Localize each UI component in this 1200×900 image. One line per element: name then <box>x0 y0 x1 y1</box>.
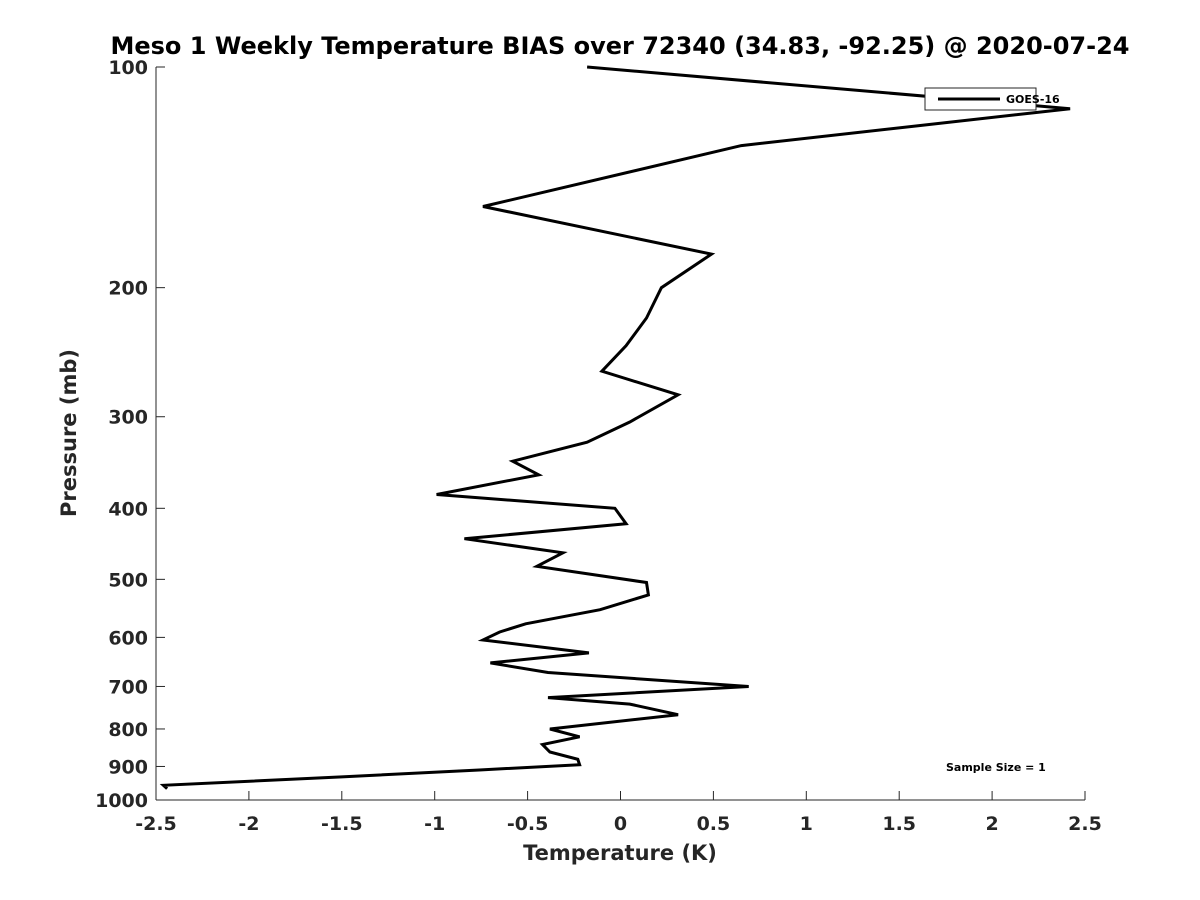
y-axis-label: Pressure (mb) <box>57 349 81 517</box>
legend: GOES-16 <box>924 87 1060 111</box>
x-ticks: -2.5 -2 -1.5 -1 -0.5 0 0.5 1 1.5 2 2.5 <box>135 791 1102 835</box>
y-tick-label: 300 <box>108 407 148 429</box>
y-ticks: 100 200 300 400 500 600 700 800 900 1000 <box>95 57 165 812</box>
series-line-goes-16 <box>159 65 1071 790</box>
y-tick-label: 1000 <box>95 790 148 812</box>
legend-label-goes-16: GOES-16 <box>1006 93 1060 106</box>
x-tick-label: 2.5 <box>1068 813 1102 835</box>
x-tick-label: 1 <box>800 813 813 835</box>
x-tick-label: 0 <box>614 813 627 835</box>
x-tick-label: -0.5 <box>507 813 549 835</box>
x-tick-label: 2 <box>985 813 998 835</box>
y-tick-label: 500 <box>108 569 148 591</box>
y-tick-label: 200 <box>108 278 148 300</box>
y-tick-label: 400 <box>108 498 148 520</box>
y-tick-label: 100 <box>108 57 148 79</box>
x-tick-label: -1.5 <box>321 813 363 835</box>
y-tick-label: 900 <box>108 756 148 778</box>
sample-size-annotation: Sample Size = 1 <box>946 761 1046 774</box>
x-tick-label: 1.5 <box>882 813 916 835</box>
y-tick-label: 800 <box>108 719 148 741</box>
x-tick-label: -2 <box>238 813 259 835</box>
x-tick-label: -2.5 <box>135 813 177 835</box>
chart-title: Meso 1 Weekly Temperature BIAS over 7234… <box>110 32 1129 60</box>
x-tick-label: 0.5 <box>697 813 731 835</box>
x-axis-label: Temperature (K) <box>523 841 717 865</box>
x-tick-label: -1 <box>424 813 445 835</box>
y-tick-label: 700 <box>108 676 148 698</box>
series-group <box>159 65 1071 790</box>
y-tick-label: 600 <box>108 627 148 649</box>
